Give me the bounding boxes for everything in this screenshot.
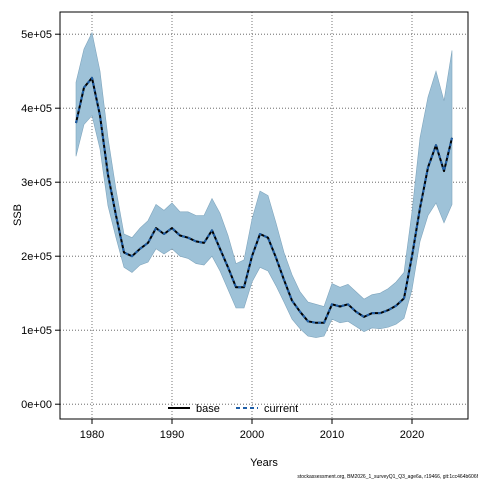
y-tick-label-0: 0e+00 [21, 399, 52, 411]
series-line-current [75, 76, 453, 324]
legend: base current [168, 403, 298, 415]
x-axis: 1980 1990 2000 2010 2020 [80, 419, 424, 441]
y-axis-title: SSB [12, 204, 24, 226]
series-lines-layer [75, 76, 453, 324]
y-tick-label-400000: 4e+05 [21, 103, 52, 115]
plot-frame [59, 11, 469, 420]
x-tick-label-1980: 1980 [80, 429, 104, 441]
x-tick-label-2020: 2020 [400, 429, 424, 441]
y-tick-label-300000: 3e+05 [21, 177, 52, 189]
x-tick-label-2000: 2000 [240, 429, 264, 441]
y-tick-label-500000: 5e+05 [21, 29, 52, 41]
y-tick-label-200000: 2e+05 [21, 251, 52, 263]
footnote: stockassessment.org, BM2026_1_surveyQ1_Q… [297, 474, 478, 480]
confidence-band-layer [75, 31, 453, 338]
confidence-band [75, 31, 453, 338]
legend-label-current: current [264, 403, 298, 415]
legend-label-base: base [196, 403, 220, 415]
y-tick-label-100000: 1e+05 [21, 325, 52, 337]
x-axis-title: Years [250, 457, 278, 469]
y-axis: 0e+00 1e+05 2e+05 3e+05 4e+05 5e+05 [21, 29, 60, 411]
x-tick-label-1990: 1990 [160, 429, 184, 441]
x-tick-label-2010: 2010 [320, 429, 344, 441]
